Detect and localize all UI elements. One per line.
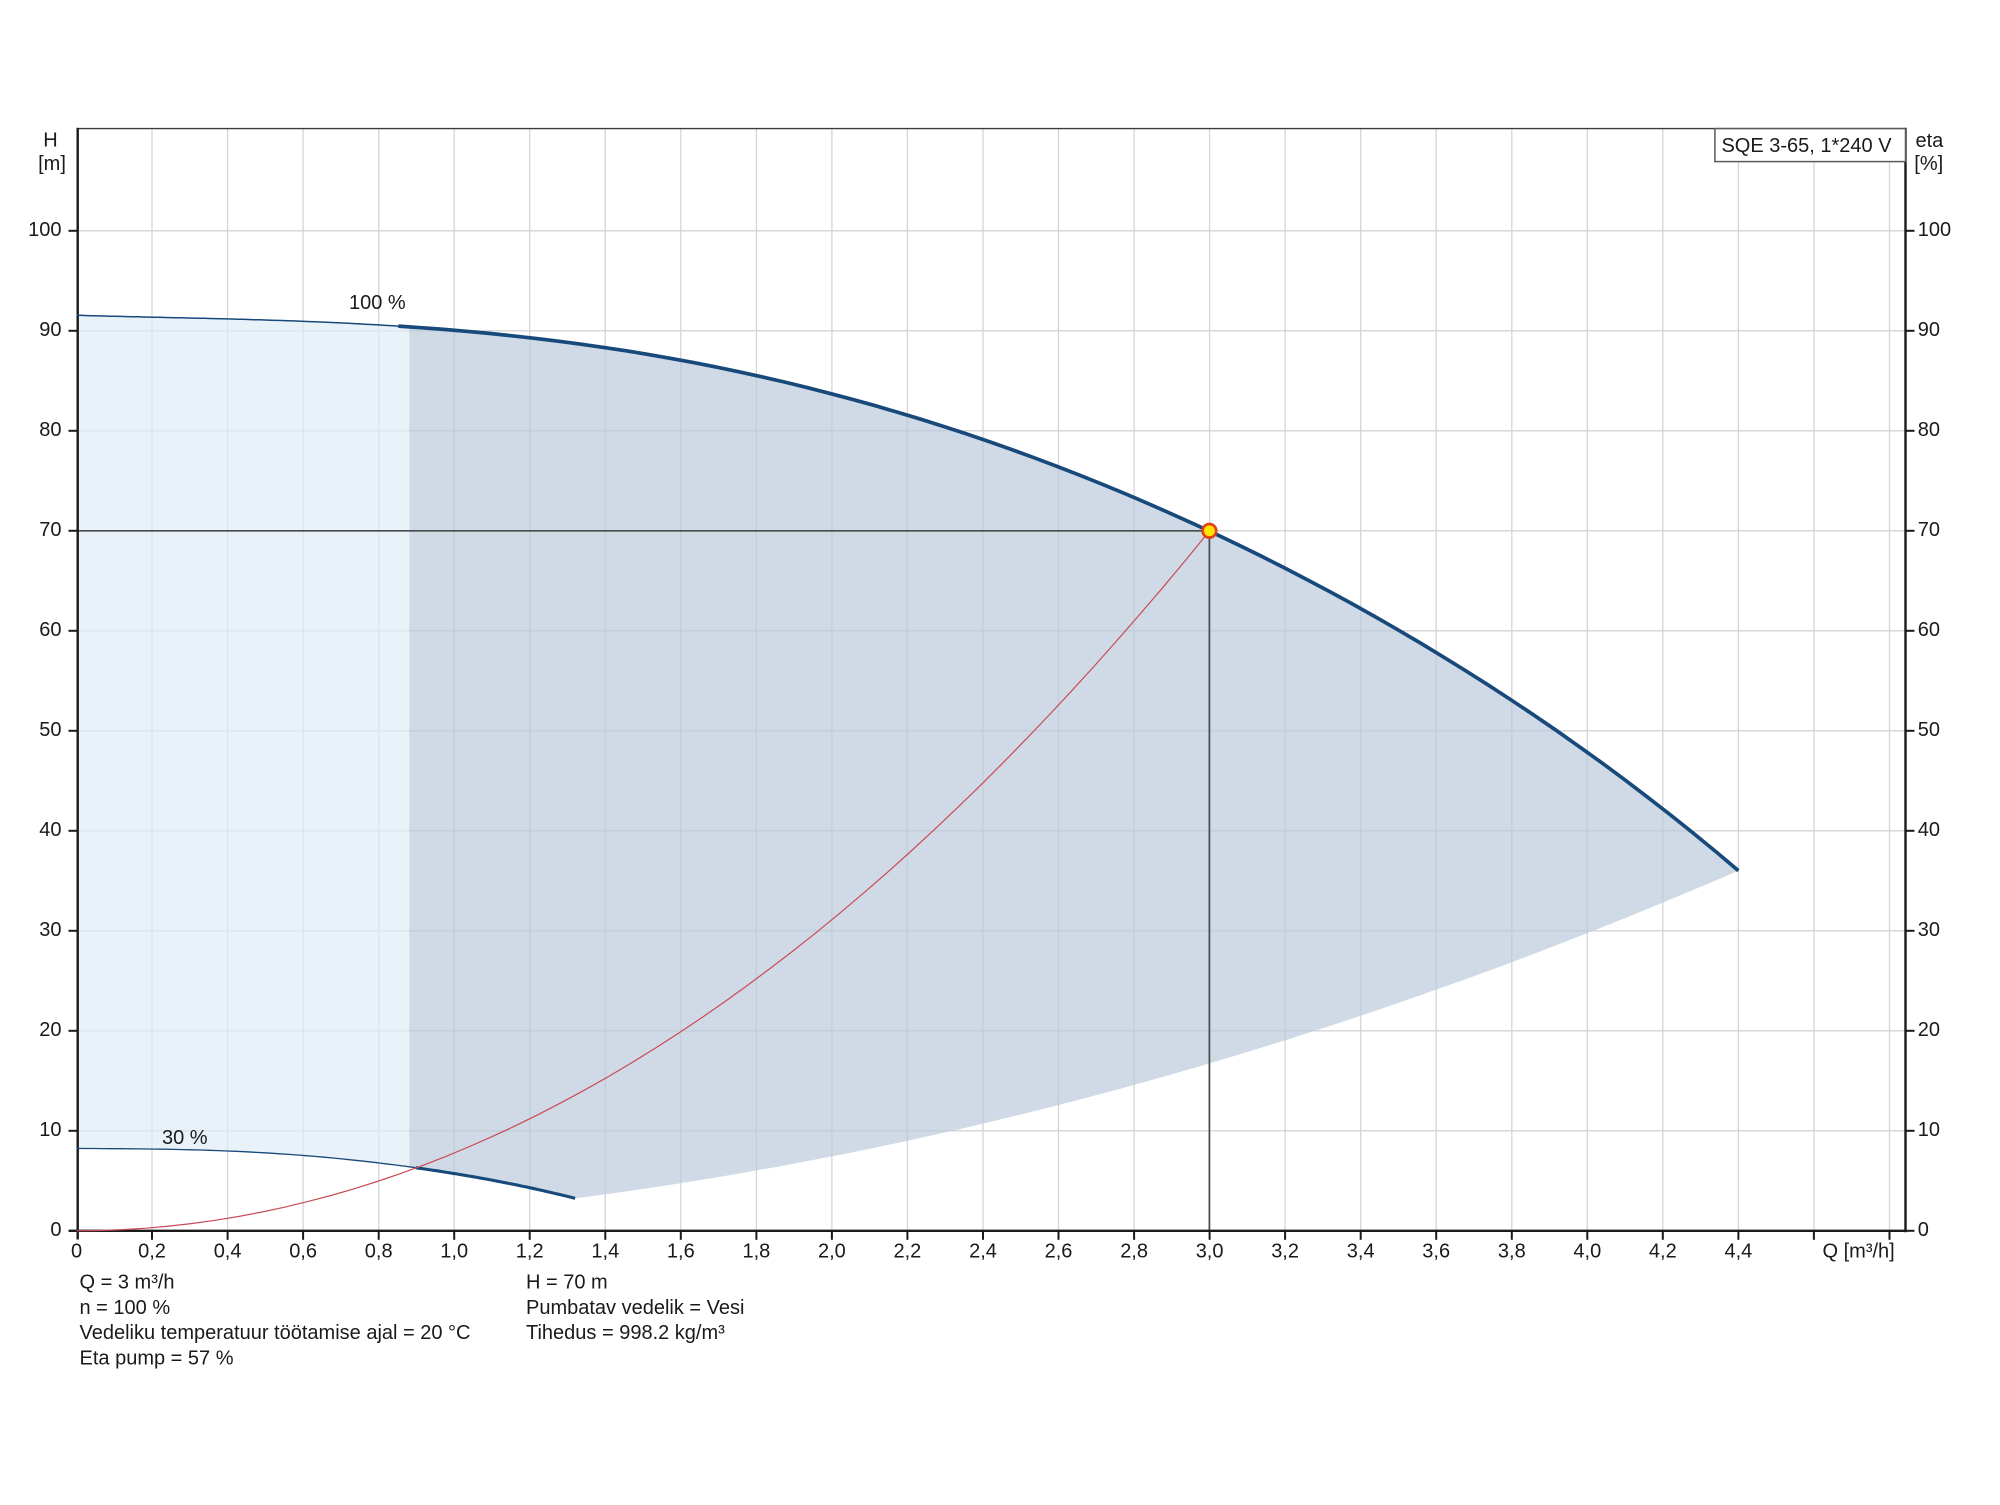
svg-text:60: 60	[39, 619, 61, 641]
svg-text:Eta pump = 57 %: Eta pump = 57 %	[80, 1348, 234, 1370]
svg-text:Vedeliku temperatuur töötamise: Vedeliku temperatuur töötamise ajal = 20…	[80, 1322, 471, 1344]
svg-text:SQE 3-65, 1*240 V: SQE 3-65, 1*240 V	[1721, 135, 1892, 157]
svg-text:100: 100	[28, 219, 61, 241]
svg-text:3,2: 3,2	[1271, 1241, 1299, 1263]
svg-text:[%]: [%]	[1914, 153, 1943, 175]
svg-text:0,2: 0,2	[138, 1241, 166, 1263]
svg-text:1,8: 1,8	[742, 1241, 770, 1263]
svg-text:100: 100	[1918, 219, 1951, 241]
svg-text:2,2: 2,2	[893, 1241, 921, 1263]
svg-text:3,0: 3,0	[1196, 1241, 1224, 1263]
svg-text:70: 70	[39, 519, 61, 541]
svg-text:Q = 3 m³/h: Q = 3 m³/h	[80, 1272, 175, 1294]
svg-text:30 %: 30 %	[162, 1127, 208, 1149]
svg-text:30: 30	[1918, 919, 1940, 941]
svg-text:3,8: 3,8	[1498, 1241, 1526, 1263]
svg-text:80: 80	[39, 419, 61, 441]
svg-text:40: 40	[39, 819, 61, 841]
svg-text:2,4: 2,4	[969, 1241, 997, 1263]
svg-text:n = 100 %: n = 100 %	[80, 1297, 171, 1319]
svg-text:0,8: 0,8	[365, 1241, 393, 1263]
svg-text:2,8: 2,8	[1120, 1241, 1148, 1263]
svg-text:4,2: 4,2	[1649, 1241, 1677, 1263]
svg-text:eta: eta	[1916, 130, 1945, 152]
svg-text:80: 80	[1918, 419, 1940, 441]
svg-text:H: H	[43, 130, 57, 152]
svg-text:90: 90	[39, 319, 61, 341]
svg-text:Tihedus = 998.2 kg/m³: Tihedus = 998.2 kg/m³	[526, 1322, 725, 1344]
svg-text:3,6: 3,6	[1422, 1241, 1450, 1263]
svg-text:90: 90	[1918, 319, 1940, 341]
svg-text:70: 70	[1918, 519, 1940, 541]
svg-text:Q [m³/h]: Q [m³/h]	[1823, 1241, 1895, 1263]
svg-text:50: 50	[1918, 719, 1940, 741]
svg-text:4,4: 4,4	[1724, 1241, 1752, 1263]
svg-text:20: 20	[1918, 1019, 1940, 1041]
svg-text:2,6: 2,6	[1045, 1241, 1073, 1263]
svg-text:40: 40	[1918, 819, 1940, 841]
svg-text:20: 20	[39, 1019, 61, 1041]
svg-text:H = 70 m: H = 70 m	[526, 1272, 608, 1294]
svg-text:4,0: 4,0	[1573, 1241, 1601, 1263]
svg-text:1,4: 1,4	[591, 1241, 619, 1263]
svg-text:1,6: 1,6	[667, 1241, 695, 1263]
svg-text:60: 60	[1918, 619, 1940, 641]
svg-text:0: 0	[50, 1219, 61, 1241]
svg-text:50: 50	[39, 719, 61, 741]
svg-text:0: 0	[1918, 1219, 1929, 1241]
svg-text:30: 30	[39, 919, 61, 941]
svg-text:10: 10	[1918, 1119, 1940, 1141]
svg-text:[m]: [m]	[38, 153, 66, 175]
svg-text:1,0: 1,0	[440, 1241, 468, 1263]
svg-text:2,0: 2,0	[818, 1241, 846, 1263]
svg-text:Pumbatav vedelik = Vesi: Pumbatav vedelik = Vesi	[526, 1297, 744, 1319]
svg-text:0,6: 0,6	[289, 1241, 317, 1263]
svg-text:1,2: 1,2	[516, 1241, 544, 1263]
svg-text:3,4: 3,4	[1347, 1241, 1375, 1263]
svg-text:0: 0	[71, 1241, 82, 1263]
svg-text:100 %: 100 %	[349, 292, 406, 314]
svg-text:10: 10	[39, 1119, 61, 1141]
svg-text:0,4: 0,4	[214, 1241, 242, 1263]
